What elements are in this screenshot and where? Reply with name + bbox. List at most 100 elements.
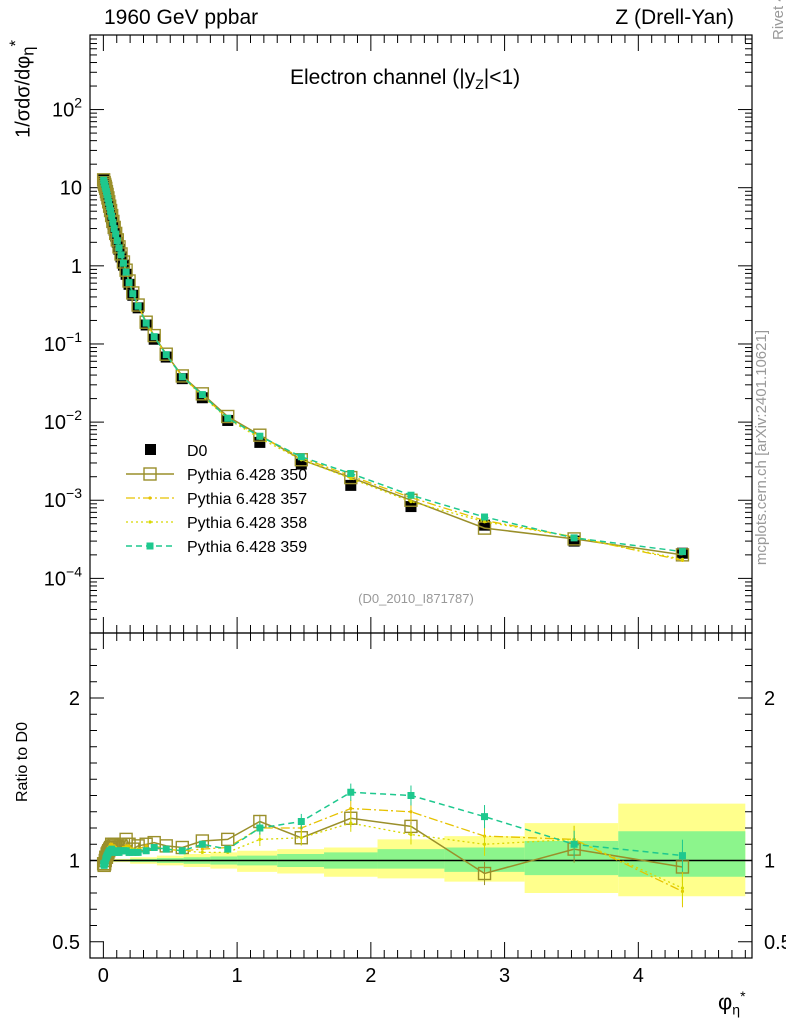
y-tick-label: 10−4 — [44, 563, 82, 590]
x-tick-label: 4 — [633, 965, 644, 987]
x-tick-label: 2 — [365, 965, 376, 987]
ratio-point — [409, 832, 413, 837]
ratio-point — [200, 850, 204, 854]
uncertainty-band-green — [377, 849, 445, 869]
ratio-y-tick-label: 1 — [69, 851, 80, 873]
mc-point — [347, 469, 355, 477]
mc-point — [147, 328, 161, 343]
ratio-point — [224, 845, 232, 853]
x-tick-label: 3 — [499, 965, 510, 987]
mcplots-reference-label: mcplots.cern.ch [arXiv:2401.10621] — [753, 330, 770, 566]
mc-point — [125, 279, 133, 287]
legend: D0 Pythia 6.428 350 Pythia 6.428 357 Pythia… — [126, 443, 307, 556]
mc-point — [409, 500, 413, 504]
ratio-y-tick-label-right: 1 — [764, 851, 775, 873]
mc-point — [105, 198, 113, 206]
legend-label: Pythia 6.428 357 — [187, 491, 307, 508]
ratio-y-tick-label: 2 — [69, 688, 80, 710]
mc-point — [256, 432, 264, 440]
ratio-point — [256, 824, 264, 832]
mc-point — [253, 428, 267, 442]
x-tick-label: 0 — [98, 965, 109, 987]
mc-point — [142, 319, 150, 327]
mc-point — [107, 207, 115, 215]
ratio-point — [477, 866, 492, 881]
x-axis-label: φη* — [718, 988, 746, 1018]
y-tick-exponent: 2 — [74, 95, 82, 111]
ratio-point — [349, 806, 353, 811]
ratio-point — [125, 848, 133, 856]
legend-marker — [148, 496, 152, 500]
mc-point — [115, 244, 123, 252]
ratio-point — [144, 844, 148, 848]
ratio-point — [347, 788, 355, 796]
mc-point — [195, 387, 210, 401]
mc-point — [110, 225, 118, 233]
y-tick-exponent: −3 — [66, 485, 82, 501]
mc-point — [106, 203, 114, 211]
ratio-point — [129, 848, 137, 856]
mc-point — [221, 409, 235, 424]
main-y-axis-label: 1/σdσ/dφη* — [6, 40, 39, 138]
ratio-point — [349, 821, 353, 825]
mc-point — [139, 315, 153, 329]
ratio-point — [409, 810, 413, 814]
ratio-point — [221, 832, 235, 847]
mc-point — [113, 237, 121, 245]
mc-point — [119, 259, 127, 267]
plot-title-text: Electron channel (|y — [290, 66, 476, 89]
ratio-y-tick-label-right: 2 — [764, 688, 775, 710]
mc-point — [482, 520, 487, 524]
legend-label: Pythia 6.428 359 — [187, 539, 307, 556]
main-y-axis-label-text: 1/σdσ/dφ — [12, 55, 35, 138]
y-tick-label: 10−2 — [44, 407, 82, 434]
legend-label: Pythia 6.428 350 — [187, 467, 307, 484]
header-process-label: Z (Drell-Yan) — [615, 6, 734, 29]
ratio-point — [678, 852, 686, 860]
mc-point — [112, 230, 120, 238]
ratio-point — [299, 836, 303, 840]
mc-point — [122, 268, 130, 276]
mc-point — [104, 194, 112, 202]
ratio-point — [178, 847, 186, 855]
y-tick-exponent: −4 — [66, 563, 82, 579]
mc-point — [109, 218, 117, 226]
mc-point — [680, 557, 685, 561]
x-axis-label-sup: * — [740, 988, 746, 1004]
ratio-point — [407, 792, 415, 799]
y-tick-exponent: −1 — [66, 329, 82, 345]
plot-title-subscript: Z — [475, 76, 484, 93]
data-point-D0 — [295, 458, 307, 470]
ratio-point — [258, 837, 262, 841]
analysis-tag: (D0_2010_I871787) — [358, 591, 474, 606]
y-tick-label: 102 — [52, 95, 82, 122]
main-y-axis-label-sub: η — [18, 46, 38, 56]
mc-point — [117, 251, 125, 259]
mc-point — [407, 491, 415, 499]
ratio-point — [200, 847, 204, 851]
y-tick-label: 10 — [60, 178, 82, 200]
ratio-y-axis-label: Ratio to D0 — [14, 722, 31, 803]
mc-point — [678, 548, 686, 556]
header-collision-label: 1960 GeV ppbar — [104, 6, 259, 29]
main-y-axis-label-sup: * — [6, 40, 25, 47]
mc-point — [129, 290, 137, 298]
mc-point — [224, 414, 232, 422]
mc-point — [103, 191, 111, 199]
mc-point — [178, 373, 186, 381]
y-tick-label: 10−1 — [44, 329, 82, 356]
mc-point — [297, 453, 305, 461]
mc-point — [108, 212, 116, 220]
legend-marker-D0 — [145, 444, 156, 455]
ratio-point — [481, 813, 489, 821]
ratio-point — [482, 842, 487, 846]
mc-point — [134, 302, 142, 310]
y-tick-label: 10−3 — [44, 485, 82, 512]
y-tick-label: 1 — [71, 256, 82, 278]
legend-marker — [146, 542, 154, 550]
mc-point — [159, 347, 173, 361]
plot-title-end: |<1) — [483, 66, 521, 89]
ratio-y-tick-label: 0.5 — [52, 932, 80, 954]
main-panel: 10−4 10−3 10−2 10−1 1 10 102 — [44, 34, 753, 634]
